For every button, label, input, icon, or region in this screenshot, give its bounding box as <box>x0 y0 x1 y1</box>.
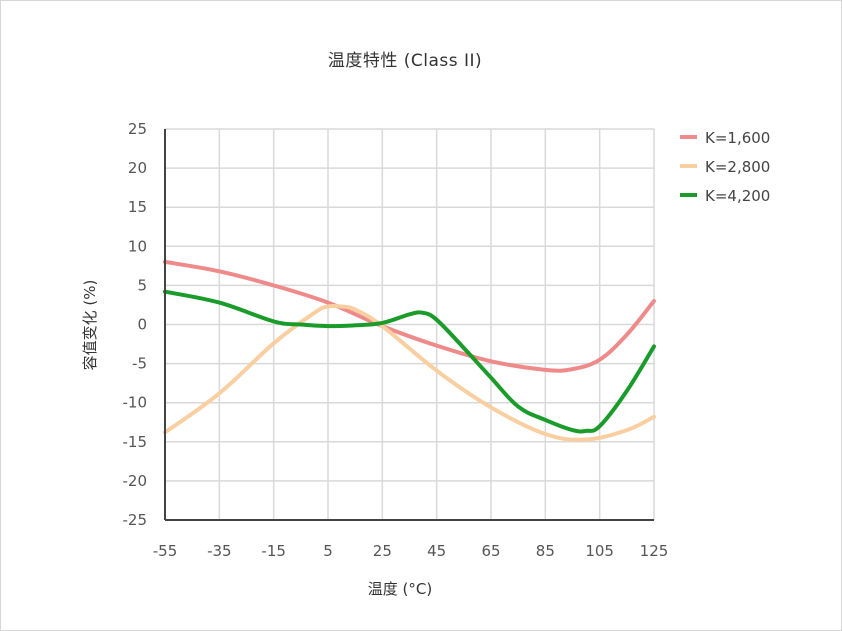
y-tick-label: -20 <box>123 472 148 490</box>
x-tick-label: 25 <box>373 542 392 560</box>
y-tick-labels: 25 20 15 10 5 0 -5 -10 -15 -20 -25 <box>123 120 148 529</box>
y-tick-label: -5 <box>132 355 147 373</box>
series-group <box>163 259 656 442</box>
y-tick-label: 10 <box>128 237 147 255</box>
y-tick-label: 25 <box>128 120 147 138</box>
y-axis-label: 容值变化 (%) <box>81 280 99 371</box>
y-tick-label: -15 <box>123 433 148 451</box>
x-tick-label: 65 <box>481 542 500 560</box>
x-tick-label: 105 <box>585 542 614 560</box>
legend-label: K=2,800 <box>705 158 770 176</box>
chart-title: 温度特性 (Class II) <box>328 51 482 71</box>
series-line-3 <box>163 289 656 434</box>
x-tick-label: -15 <box>261 542 286 560</box>
y-tick-label: 5 <box>137 276 147 294</box>
x-tick-label: -55 <box>153 542 178 560</box>
series-line-1 <box>163 259 656 373</box>
x-axis-label: 温度 (°C) <box>368 580 432 598</box>
series-line-2 <box>163 303 656 442</box>
x-tick-label: -35 <box>207 542 232 560</box>
x-tick-label: 5 <box>323 542 333 560</box>
x-tick-label: 85 <box>536 542 555 560</box>
y-tick-label: -25 <box>123 511 148 529</box>
axes <box>164 129 654 521</box>
legend-label: K=1,600 <box>705 129 770 147</box>
x-tick-label: 125 <box>640 542 669 560</box>
legend: K=1,600 K=2,800 K=4,200 <box>680 129 770 205</box>
y-tick-label: 15 <box>128 198 147 216</box>
y-tick-label: 0 <box>137 316 147 334</box>
y-tick-label: 20 <box>128 159 147 177</box>
x-tick-labels: -55 -35 -15 5 25 45 65 85 105 125 <box>153 542 669 560</box>
y-tick-label: -10 <box>123 394 148 412</box>
x-tick-label: 45 <box>427 542 446 560</box>
legend-label: K=4,200 <box>705 187 770 205</box>
grid <box>164 128 655 521</box>
